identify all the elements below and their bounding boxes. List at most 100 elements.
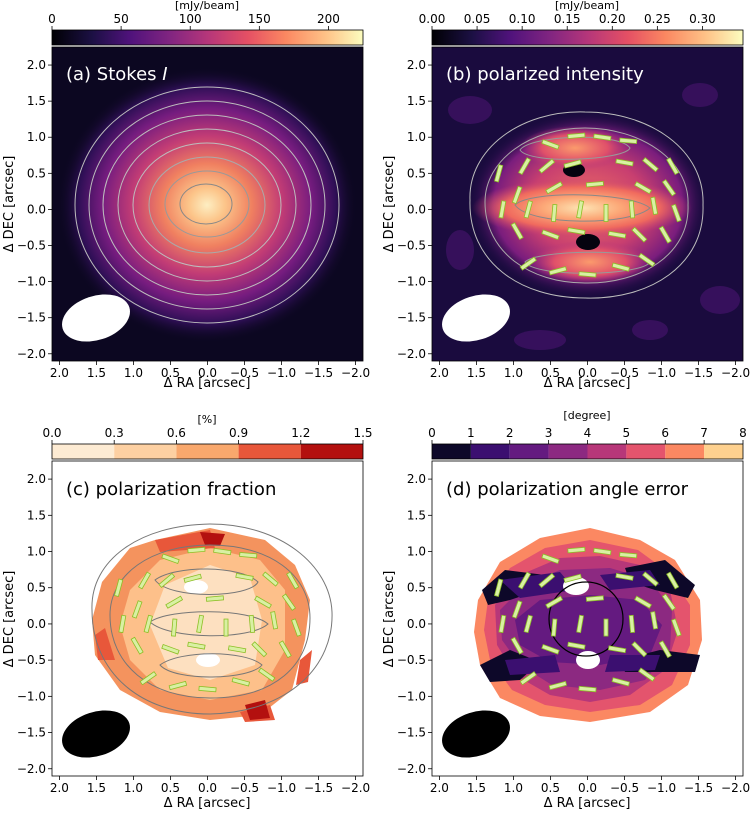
colorbar-tick-label: 0.6 bbox=[167, 426, 186, 440]
colorbar-tick-label: 200 bbox=[317, 12, 340, 26]
colorbar bbox=[431, 29, 744, 46]
colorbar-tick-label: 0 bbox=[428, 426, 436, 440]
polarization-vector bbox=[114, 578, 124, 597]
polarization-vector bbox=[138, 571, 152, 590]
reference-circle bbox=[548, 581, 624, 657]
polarization-vector bbox=[198, 685, 217, 693]
axis-ticks: 2.0 1.5 1.0 0.5 0.0 −0.5 −1.0 −1.5 −2.0−2.0−1.5−… bbox=[17, 58, 370, 380]
polarization-vector bbox=[171, 618, 178, 637]
polarization-vector bbox=[235, 572, 254, 581]
axis-ticks: 2.0 1.5 1.0 0.5 0.0 −0.5 −1.0 −1.5 −2.0−2.0−1.5−… bbox=[397, 58, 750, 380]
polarization-vector bbox=[567, 641, 586, 650]
y-tick-label: 2.0 bbox=[27, 58, 46, 72]
x-tick-label: 2.0 bbox=[50, 366, 69, 380]
polarization-vector bbox=[168, 680, 188, 691]
colorbar-ticks: 0.00 0.05 0.10 0.15 0.20 0.25 0.30 bbox=[419, 12, 716, 30]
polarization-vector bbox=[510, 636, 524, 655]
x-tick-label: 0.5 bbox=[541, 366, 560, 380]
colorbar-tick-label: 100 bbox=[179, 12, 202, 26]
polarization-vector bbox=[239, 551, 258, 559]
polarization-vector bbox=[567, 546, 586, 554]
polarization-vector bbox=[538, 572, 556, 589]
y-tick-label: −1.5 bbox=[397, 726, 426, 740]
polarization-vectors bbox=[494, 132, 682, 278]
x-tick-label: −1.0 bbox=[267, 366, 296, 380]
x-tick-label: −0.5 bbox=[230, 781, 259, 795]
x-tick-label: 0.0 bbox=[578, 366, 597, 380]
polarization-vector bbox=[281, 593, 297, 611]
beam-ellipse bbox=[442, 710, 510, 758]
colorbar-tick-label: 5 bbox=[623, 426, 631, 440]
polarization-vector bbox=[139, 671, 157, 686]
polarization-vector bbox=[498, 200, 507, 219]
colorbar-tick-label: 7 bbox=[700, 426, 708, 440]
polarization-vector bbox=[205, 595, 224, 602]
x-tick-label: 1.0 bbox=[124, 366, 143, 380]
y-tick-label: −1.5 bbox=[17, 726, 46, 740]
polarization-vector bbox=[593, 547, 612, 556]
colorbar-tick-label: 0.05 bbox=[464, 12, 491, 26]
y-tick-label: 0.0 bbox=[27, 202, 46, 216]
axis-ticks: 2.0 1.5 1.0 0.5 0.0 −0.5 −1.0 −1.5 −2.0−2.0−1.5−… bbox=[397, 472, 750, 795]
polarization-vector bbox=[615, 572, 634, 581]
x-tick-label: −1.5 bbox=[304, 366, 333, 380]
polarization-vector bbox=[213, 547, 232, 556]
y-tick-label: −2.0 bbox=[17, 347, 46, 361]
polarization-vector bbox=[523, 614, 533, 634]
colorbar-tick-label: 3 bbox=[545, 426, 553, 440]
polarization-vector bbox=[511, 185, 523, 205]
frac-peak-patches bbox=[200, 532, 270, 720]
polarization-vector bbox=[548, 680, 568, 691]
y-tick-label: 0.0 bbox=[27, 617, 46, 631]
colorbar-ticks: 0.0 0.3 0.6 0.9 1.2 1.5 bbox=[42, 426, 373, 444]
polarization-vector bbox=[631, 226, 648, 243]
polarization-vector bbox=[519, 671, 537, 686]
y-axis-label: Δ DEC [arcsec] bbox=[2, 571, 17, 668]
noise-patches bbox=[446, 83, 740, 350]
polarization-vector bbox=[183, 573, 202, 583]
polarization-vectors bbox=[494, 546, 682, 693]
y-axis-label: Δ DEC [arcsec] bbox=[2, 156, 17, 253]
polarization-vector bbox=[494, 164, 504, 183]
polarization-vector bbox=[658, 640, 672, 659]
polarization-vector bbox=[291, 618, 302, 637]
colorbar-tick-label: 0.30 bbox=[689, 12, 716, 26]
polarization-vector bbox=[187, 546, 206, 554]
polarization-vector bbox=[661, 179, 677, 197]
x-tick-label: −1.5 bbox=[684, 366, 713, 380]
polarization-vector bbox=[158, 572, 176, 589]
pi-south-blob bbox=[530, 240, 650, 284]
panel-label: (c) polarization fraction bbox=[66, 479, 276, 500]
colorbar-label: [degree] bbox=[563, 409, 610, 422]
colorbar-tick-label: 8 bbox=[739, 426, 747, 440]
polarization-vector bbox=[518, 157, 532, 176]
y-tick-label: 0.5 bbox=[407, 166, 426, 180]
colorbar-tick-label: 0.10 bbox=[509, 12, 536, 26]
polarization-vector bbox=[165, 595, 184, 609]
polarization-vector bbox=[671, 203, 682, 223]
panel-label: (a) Stokes I bbox=[66, 64, 168, 85]
colorbar-tick-label: 0.25 bbox=[644, 12, 671, 26]
err-level1-bands bbox=[500, 570, 660, 675]
y-tick-label: −2.0 bbox=[17, 762, 46, 776]
x-tick-label: 2.0 bbox=[430, 781, 449, 795]
y-tick-label: 1.5 bbox=[407, 94, 426, 108]
y-tick-label: 2.0 bbox=[27, 472, 46, 486]
y-tick-label: 2.0 bbox=[407, 472, 426, 486]
polarization-vector bbox=[196, 614, 205, 634]
y-tick-label: −2.0 bbox=[397, 762, 426, 776]
colorbar-label: [%] bbox=[197, 413, 216, 426]
polarization-vector bbox=[607, 645, 627, 654]
polarization-vector bbox=[650, 611, 659, 630]
polarization-vector bbox=[638, 667, 656, 682]
colorbar bbox=[431, 443, 744, 460]
polarization-vector bbox=[511, 600, 523, 619]
y-tick-label: −1.5 bbox=[17, 311, 46, 325]
colorbar-tick-label: 1 bbox=[467, 426, 475, 440]
polarization-vector bbox=[619, 551, 638, 559]
y-tick-label: 0.5 bbox=[407, 581, 426, 595]
polarization-vector bbox=[494, 578, 504, 597]
polarization-vector bbox=[258, 667, 276, 682]
polarization-vector bbox=[541, 553, 560, 565]
y-tick-label: 1.0 bbox=[27, 130, 46, 144]
